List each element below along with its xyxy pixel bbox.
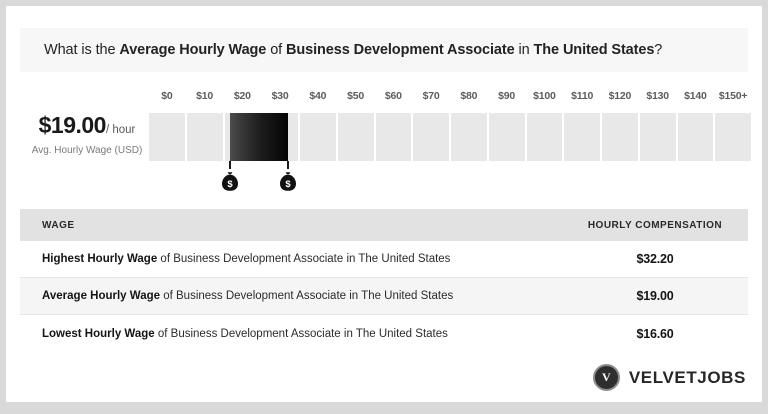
wage-table: WAGE HOURLY COMPENSATION Highest Hourly …: [20, 209, 748, 352]
track-segment: [451, 113, 487, 161]
question-header: What is the Average Hourly Wage of Busin…: [20, 28, 748, 72]
money-bag-icon: $: [280, 172, 297, 191]
track-segment: [526, 113, 563, 161]
question-suffix: ?: [654, 42, 663, 58]
svg-text:$: $: [227, 179, 233, 190]
axis-tick-label: $130: [646, 90, 669, 102]
average-wage-caption: Avg. Hourly Wage (USD): [31, 145, 143, 156]
wage-range-chart: $0 $10 $20 $30 $40 $50 $60 $70 $80 $90 $100 $110 $12…: [6, 80, 762, 208]
money-bag-icon: $: [221, 172, 238, 191]
axis-tick-label: $10: [196, 90, 214, 102]
infographic-card: What is the Average Hourly Wage of Busin…: [6, 6, 762, 402]
track-segment: [413, 113, 449, 161]
track-segment: [602, 113, 638, 161]
axis-tick-label: $60: [384, 90, 402, 102]
track-segment: [149, 113, 185, 161]
wage-range-bar: [229, 113, 289, 161]
column-header-wage: WAGE: [42, 219, 75, 231]
chart-x-axis: $0 $10 $20 $30 $40 $50 $60 $70 $80 $90 $100 $110 $12…: [149, 90, 751, 108]
axis-tick-label: $30: [271, 90, 289, 102]
axis-tick-label: $100: [533, 90, 556, 102]
row-label-rest: of Business Development Associate in The…: [157, 253, 451, 265]
row-value: $32.20: [636, 252, 674, 266]
track-segment: [488, 113, 525, 161]
question-mid-in: in: [514, 42, 534, 58]
marker-tick: [228, 161, 231, 169]
question-mid-of: of: [266, 42, 287, 58]
question-prefix: What is the: [44, 42, 120, 58]
chart-track: [149, 113, 751, 161]
track-segment: [715, 113, 751, 161]
track-segment: [677, 113, 714, 161]
track-segment: [564, 113, 600, 161]
track-segment: [337, 113, 374, 161]
question-highlight-wage: Average Hourly Wage: [119, 42, 267, 58]
average-wage-value: $19.00: [38, 112, 107, 138]
axis-tick-label: $40: [309, 90, 327, 102]
column-header-compensation: HOURLY COMPENSATION: [587, 219, 723, 231]
row-label: Average Hourly Wage of Business Developm…: [20, 290, 568, 302]
axis-tick-label: $90: [498, 90, 516, 102]
average-wage-callout: $19.00/ hour Avg. Hourly Wage (USD): [28, 112, 146, 156]
axis-tick-label: $150+: [718, 90, 748, 102]
page-title: What is the Average Hourly Wage of Busin…: [44, 42, 662, 58]
axis-tick-label: $50: [347, 90, 365, 102]
row-label-rest: of Business Development Associate in The…: [160, 290, 454, 302]
table-row: Lowest Hourly Wage of Business Developme…: [20, 315, 748, 352]
highest-wage-marker: $: [275, 161, 301, 193]
question-highlight-role: Business Development Associate: [286, 42, 515, 58]
velvetjobs-logo[interactable]: V VELVETJOBS: [592, 364, 746, 391]
chart-markers: $ $: [6, 161, 762, 203]
question-highlight-country: The United States: [533, 42, 655, 58]
row-label: Highest Hourly Wage of Business Developm…: [20, 253, 568, 265]
row-label-rest: of Business Development Associate in The…: [154, 327, 448, 340]
table-row: Average Hourly Wage of Business Developm…: [20, 278, 748, 315]
axis-tick-label: $0: [161, 90, 173, 102]
axis-tick-label: $70: [422, 90, 440, 102]
table-row: Highest Hourly Wage of Business Developm…: [20, 241, 748, 278]
velvetjobs-logo-text: VELVETJOBS: [628, 367, 746, 387]
average-wage-unit: / hour: [105, 124, 136, 136]
track-segment: [375, 113, 412, 161]
row-value: $16.60: [636, 326, 674, 341]
axis-tick-label: $140: [684, 90, 707, 102]
row-label-emphasis: Highest Hourly Wage: [42, 253, 158, 265]
table-body: Highest Hourly Wage of Business Developm…: [20, 241, 748, 352]
axis-tick-label: $120: [608, 90, 632, 102]
marker-tick: [287, 161, 290, 169]
track-segment: [639, 113, 676, 161]
table-header-row: WAGE HOURLY COMPENSATION: [20, 209, 748, 241]
svg-text:$: $: [286, 179, 292, 190]
track-segment: [300, 113, 336, 161]
row-label-emphasis: Average Hourly Wage: [42, 290, 161, 302]
axis-tick-label: $20: [233, 90, 251, 102]
row-label-emphasis: Lowest Hourly Wage: [42, 327, 155, 340]
axis-tick-label: $80: [460, 90, 478, 102]
lowest-wage-marker: $: [217, 161, 243, 193]
average-wage-value-row: $19.00/ hour: [28, 112, 146, 139]
track-segment: [186, 113, 223, 161]
axis-tick-label: $110: [571, 90, 594, 102]
row-label: Lowest Hourly Wage of Business Developme…: [20, 328, 568, 340]
velvetjobs-logo-icon: V: [592, 364, 620, 391]
row-value: $19.00: [636, 289, 674, 303]
